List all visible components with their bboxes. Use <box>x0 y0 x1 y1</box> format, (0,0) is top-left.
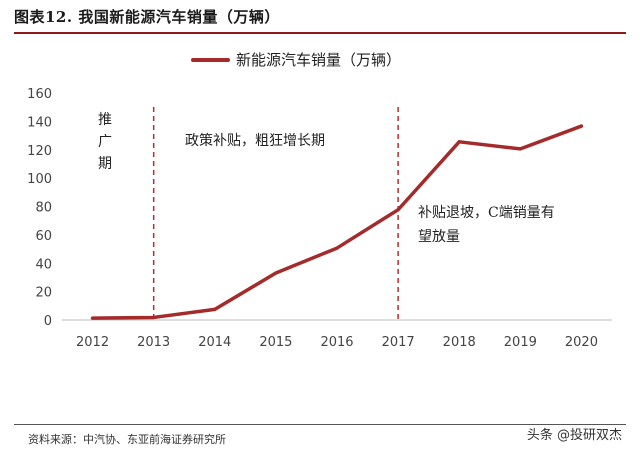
series-line <box>90 124 584 320</box>
annotation-subsidy: 政策补贴，粗狂增长期 <box>185 132 325 149</box>
data-point <box>396 208 400 212</box>
y-axis: 0 20 40 60 80 100 120 140 160 <box>27 87 52 329</box>
x-tick-label: 2013 <box>137 335 170 350</box>
annotation-promo: 期 <box>98 156 112 172</box>
data-point <box>91 316 95 320</box>
annotation-retreat: 望放量 <box>418 229 460 245</box>
x-tick-label: 2016 <box>320 335 353 350</box>
annotation-promo: 推 <box>98 112 112 128</box>
data-point <box>518 147 522 151</box>
y-tick-label: 60 <box>35 229 52 244</box>
data-point <box>457 140 461 144</box>
annotation-promo: 广 <box>98 134 112 150</box>
data-point <box>152 315 156 319</box>
data-point <box>335 246 339 250</box>
data-point <box>213 307 217 311</box>
x-tick-label: 2017 <box>382 335 415 350</box>
x-tick-label: 2014 <box>198 335 231 350</box>
annotation-retreat: 补贴退坡，C端销量有 <box>418 205 555 221</box>
title-rule <box>14 32 626 34</box>
y-tick-label: 20 <box>35 286 52 301</box>
x-tick-label: 2015 <box>259 335 292 350</box>
watermark: 头条 @投研双杰 <box>527 424 622 443</box>
x-tick-label: 2019 <box>504 335 537 350</box>
sales-series <box>90 124 584 320</box>
data-point <box>579 124 583 128</box>
y-tick-label: 120 <box>27 144 52 159</box>
y-tick-label: 80 <box>35 201 52 216</box>
x-tick-label: 2018 <box>443 335 476 350</box>
footer-rule <box>14 424 626 425</box>
watermark-text: 头条 @投研双杰 <box>526 428 622 443</box>
y-tick-label: 0 <box>44 314 52 329</box>
source-note: 资料来源：中汽协、东亚前海证券研究所 <box>28 433 226 446</box>
x-tick-label: 2012 <box>76 335 109 350</box>
legend-label: 新能源汽车销量（万辆） <box>236 51 401 69</box>
chart-legend: 新能源汽车销量（万辆） <box>191 51 401 69</box>
y-tick-label: 40 <box>35 257 52 272</box>
x-tick-label: 2020 <box>565 335 598 350</box>
data-point <box>274 271 278 275</box>
y-tick-label: 140 <box>27 115 52 130</box>
x-axis: 2012 2013 2014 2015 2016 2017 2018 2019 2020 <box>62 319 612 350</box>
y-tick-label: 100 <box>27 172 52 187</box>
y-tick-label: 160 <box>27 87 52 102</box>
figure-title: 图表12. 我国新能源汽车销量（万辆） <box>14 8 280 26</box>
